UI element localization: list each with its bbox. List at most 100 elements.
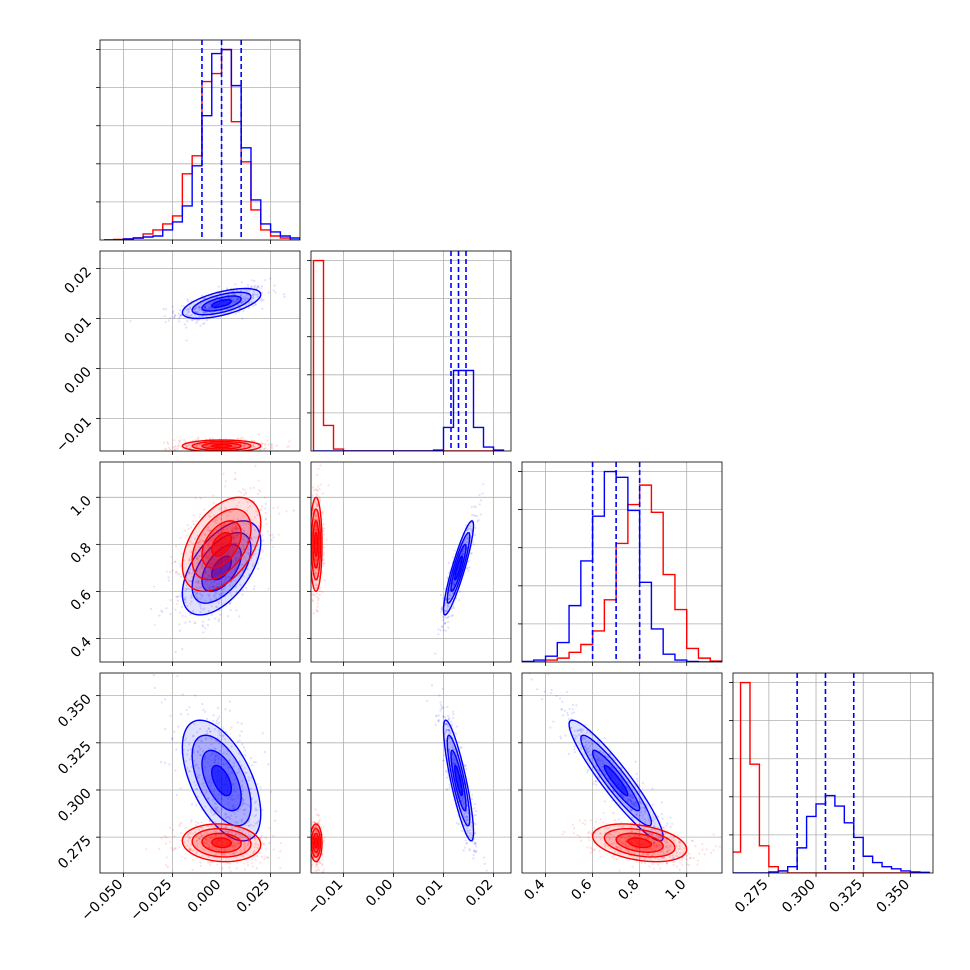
sample-point <box>196 846 199 849</box>
sample-point <box>184 857 187 860</box>
sample-point <box>215 826 218 829</box>
sample-point <box>253 446 256 449</box>
sample-point <box>210 810 213 813</box>
sample-point <box>573 748 576 751</box>
sample-point <box>446 788 449 791</box>
sample-point <box>474 849 478 852</box>
sample-point <box>195 593 198 596</box>
sample-point <box>261 291 264 294</box>
sample-point <box>203 755 206 759</box>
sample-point <box>207 727 210 730</box>
sample-point <box>218 715 221 718</box>
sample-point <box>224 849 227 852</box>
x-tick-label: 0.01 <box>413 877 446 910</box>
sample-point <box>190 765 193 768</box>
sample-point <box>205 556 208 559</box>
sample-point <box>473 832 476 835</box>
contour-line-red <box>313 531 319 557</box>
sample-point <box>202 608 205 611</box>
sample-point <box>239 524 243 527</box>
sample-point <box>313 515 317 518</box>
sample-point <box>444 731 448 734</box>
sample-point <box>214 826 217 829</box>
sample-point <box>171 562 174 565</box>
sample-point <box>442 715 445 719</box>
sample-point <box>233 526 236 529</box>
sample-point <box>210 564 213 568</box>
sample-point <box>217 601 220 604</box>
sample-point <box>200 315 203 318</box>
sample-point <box>239 437 242 440</box>
sample-point <box>251 764 254 767</box>
sample-point <box>174 560 177 564</box>
contour-line-red <box>191 508 252 581</box>
sample-point <box>224 835 227 838</box>
sample-point <box>219 562 222 565</box>
sample-point <box>227 831 230 834</box>
sample-point <box>208 444 211 447</box>
sample-point <box>160 609 163 612</box>
sample-point <box>465 819 468 822</box>
sample-point <box>464 811 467 814</box>
sample-point <box>217 532 220 535</box>
sample-point <box>315 474 319 477</box>
sample-point <box>228 584 231 587</box>
sample-point <box>216 606 219 609</box>
sample-point <box>214 834 218 837</box>
sample-point <box>165 448 168 451</box>
sample-point <box>233 522 237 526</box>
sample-point <box>314 528 318 531</box>
sample-point <box>236 796 239 799</box>
sample-point <box>633 803 636 806</box>
contour-line-blue <box>211 555 233 581</box>
sample-point <box>231 528 235 531</box>
sample-point <box>631 796 634 799</box>
scatter-group <box>311 684 488 873</box>
sample-point <box>196 839 199 842</box>
sample-point <box>212 585 215 588</box>
sample-point <box>319 464 322 467</box>
sample-point <box>203 508 206 511</box>
sample-point <box>258 489 261 492</box>
sample-point <box>241 454 243 456</box>
scatter-group <box>311 464 485 655</box>
sample-point <box>283 295 286 298</box>
sample-point <box>318 496 321 499</box>
sample-point <box>198 516 201 519</box>
sample-point <box>207 542 210 545</box>
sample-point <box>224 485 227 488</box>
sample-point <box>221 819 224 822</box>
sample-point <box>264 507 267 510</box>
sample-point <box>235 582 238 585</box>
sample-point <box>240 302 243 305</box>
sample-point <box>231 551 234 554</box>
sample-point <box>212 830 215 834</box>
sample-point <box>203 757 207 760</box>
sample-point <box>209 535 212 538</box>
sample-point <box>149 607 153 611</box>
sample-point <box>197 596 200 600</box>
sample-point <box>224 830 227 833</box>
sample-point <box>190 844 193 847</box>
sample-point <box>451 582 455 585</box>
sample-point <box>235 553 239 556</box>
sample-point <box>262 842 265 845</box>
sample-point <box>232 851 235 854</box>
sample-point <box>254 822 257 825</box>
sample-point <box>242 446 245 449</box>
sample-point <box>257 844 260 847</box>
sample-point <box>272 506 275 510</box>
sample-point <box>230 533 234 536</box>
sample-point <box>202 625 205 628</box>
sample-point <box>201 624 204 627</box>
sample-point <box>256 854 259 858</box>
sample-point <box>232 545 235 548</box>
sample-point <box>588 753 592 756</box>
sample-point <box>315 584 318 587</box>
sample-point <box>198 837 201 840</box>
sample-point <box>200 834 203 837</box>
sample-point <box>242 515 245 518</box>
sample-point <box>445 723 448 726</box>
sample-point <box>314 559 318 562</box>
sample-point <box>251 851 255 854</box>
